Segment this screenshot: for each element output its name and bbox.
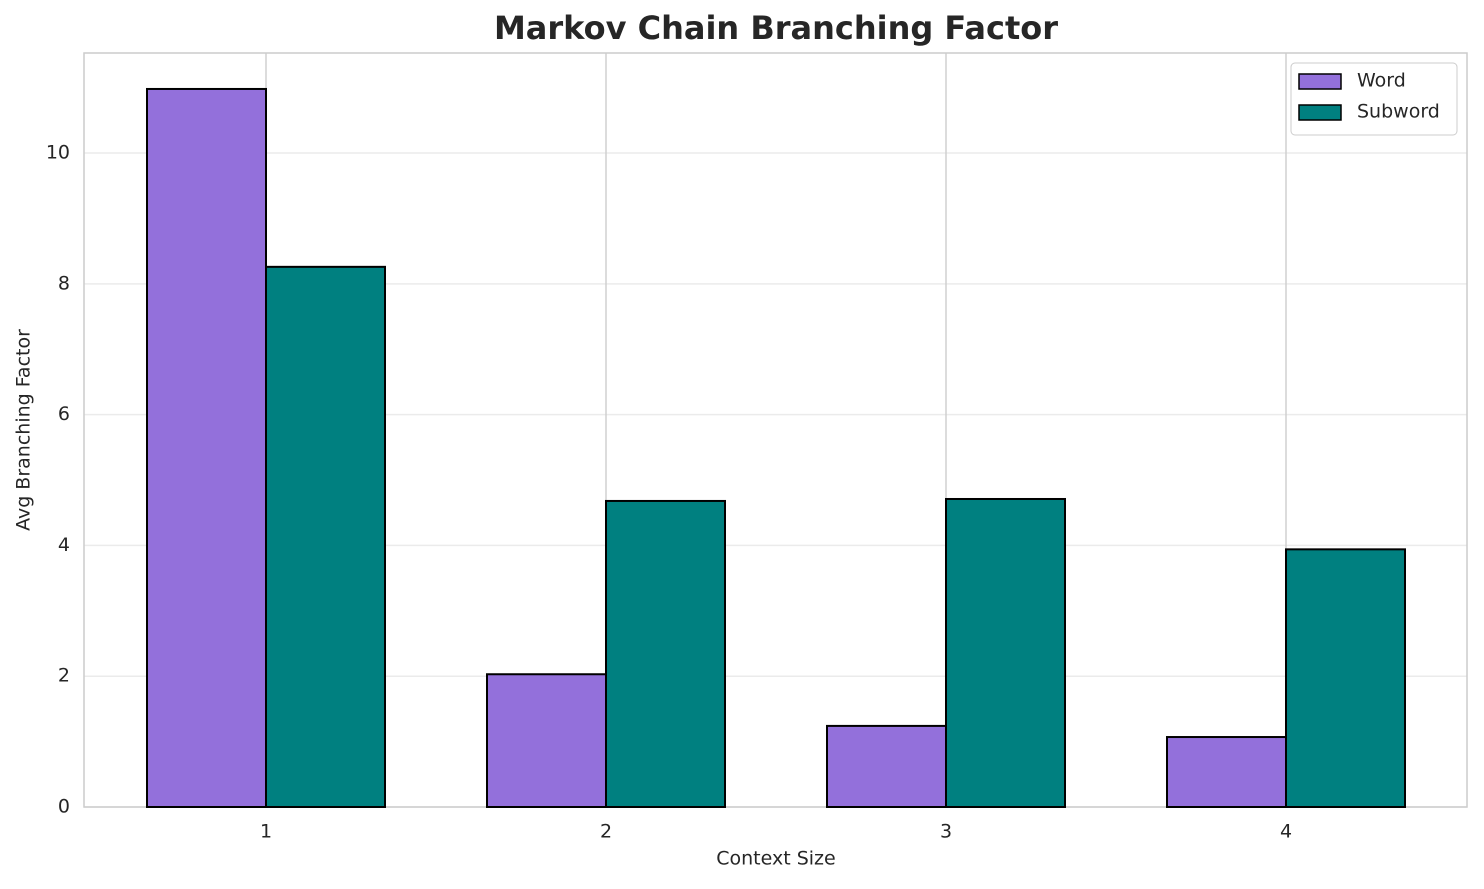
y-tick-label: 6 xyxy=(58,403,70,425)
bar xyxy=(945,497,1066,808)
x-tick-label: 2 xyxy=(600,821,612,843)
x-tick-label: 1 xyxy=(260,821,272,843)
x-tick-label: 4 xyxy=(1280,821,1292,843)
bar xyxy=(265,265,386,809)
y-tick-label: 0 xyxy=(58,796,70,818)
plot-frame xyxy=(83,52,1468,808)
legend-label: Word xyxy=(1357,70,1406,92)
y-tick-label: 2 xyxy=(58,665,70,687)
legend-swatch xyxy=(1298,104,1342,121)
y-tick-label: 10 xyxy=(46,142,70,164)
chart-title: Markov Chain Branching Factor xyxy=(494,9,1058,47)
y-tick-label: 4 xyxy=(58,534,70,556)
bar xyxy=(1166,736,1287,809)
y-axis-label: Avg Branching Factor xyxy=(13,329,35,531)
legend-label: Subword xyxy=(1357,101,1440,123)
bar xyxy=(605,499,726,808)
bar xyxy=(1285,548,1406,809)
x-tick-label: 3 xyxy=(940,821,952,843)
bar xyxy=(146,87,267,808)
legend-swatch xyxy=(1298,73,1342,90)
x-axis-label: Context Size xyxy=(716,848,835,870)
y-tick-label: 8 xyxy=(58,272,70,294)
bar xyxy=(826,724,947,808)
bar xyxy=(486,673,607,808)
